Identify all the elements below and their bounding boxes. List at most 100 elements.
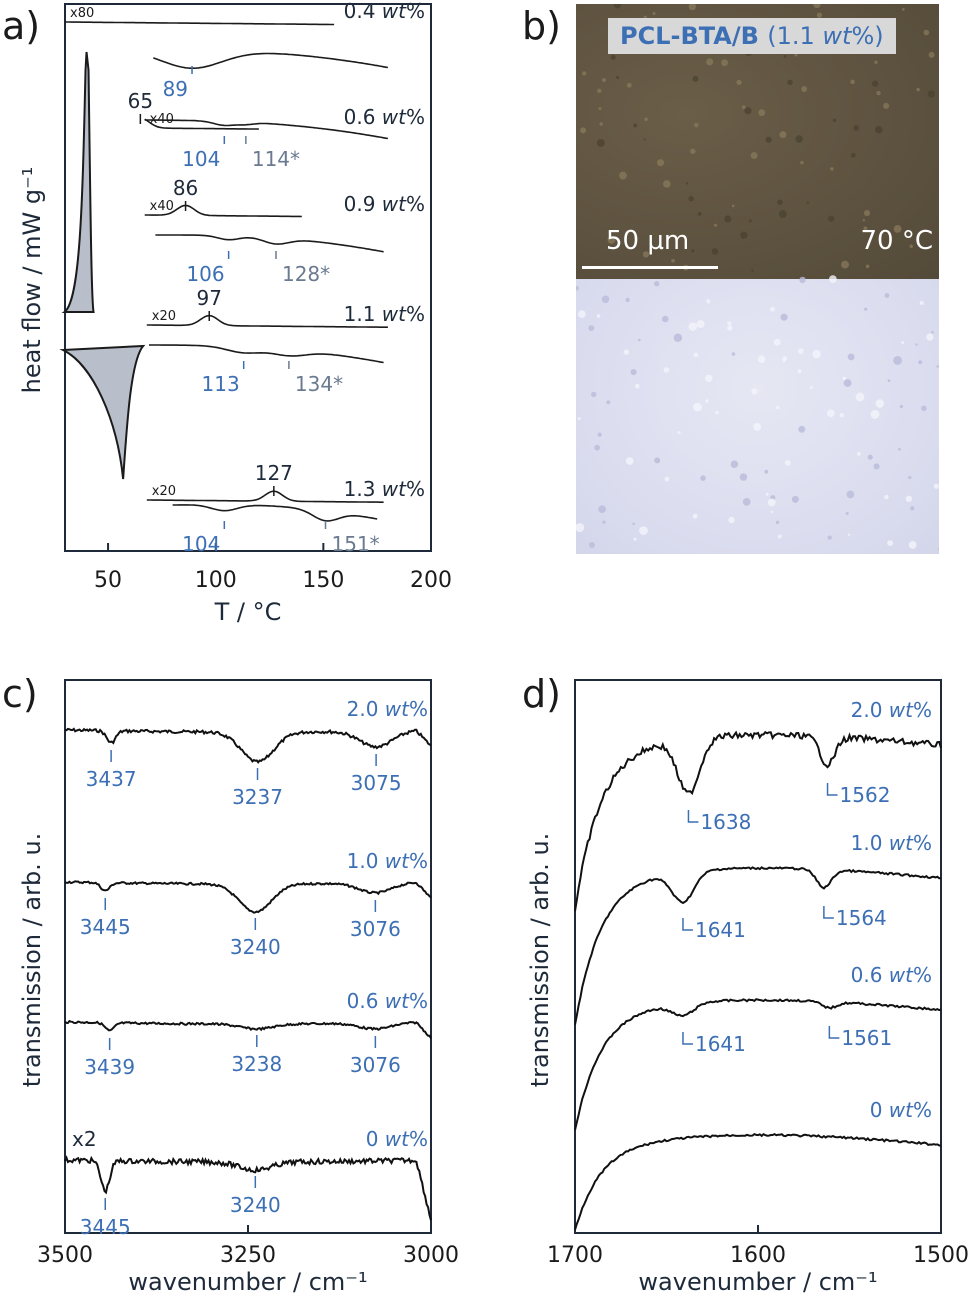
particle bbox=[602, 520, 606, 524]
particle bbox=[753, 422, 762, 431]
pcl-crystallization-peak bbox=[61, 51, 95, 313]
particle bbox=[727, 321, 732, 326]
peak-label: 1562 bbox=[840, 783, 891, 807]
particle bbox=[899, 404, 904, 409]
ir-curve bbox=[64, 1019, 432, 1039]
particle bbox=[691, 249, 695, 253]
particle bbox=[765, 492, 769, 496]
particle bbox=[688, 322, 698, 331]
particle bbox=[634, 383, 640, 389]
pcl-peaks-a bbox=[59, 51, 146, 480]
peak-marker bbox=[823, 906, 834, 919]
particle bbox=[908, 475, 912, 480]
peak-label: 1564 bbox=[836, 906, 887, 930]
x-tick-label-d: 1500 bbox=[913, 1243, 969, 1268]
particle bbox=[582, 71, 587, 76]
particle bbox=[847, 353, 855, 361]
particle bbox=[765, 136, 772, 143]
peak-marker bbox=[828, 1026, 840, 1039]
heating-peak-label: 89 bbox=[163, 77, 188, 101]
particle bbox=[613, 4, 621, 9]
panel-label-d: d) bbox=[522, 672, 561, 716]
x-axis-ticks-a: 50 100 150 200 bbox=[94, 543, 452, 593]
particle bbox=[871, 80, 879, 87]
particle bbox=[862, 219, 866, 222]
particle bbox=[832, 118, 837, 122]
particle bbox=[916, 87, 920, 92]
particle bbox=[867, 454, 873, 460]
heating-curve bbox=[144, 119, 389, 140]
particle bbox=[656, 159, 665, 167]
scale-bar bbox=[582, 266, 718, 269]
multiplier-label: x20 bbox=[152, 309, 176, 324]
particle bbox=[748, 219, 752, 223]
cooling-curve bbox=[65, 21, 335, 26]
particle bbox=[727, 325, 733, 331]
particle bbox=[794, 53, 798, 57]
particle bbox=[863, 226, 868, 231]
concentration-label: 2.0 wt% bbox=[851, 698, 932, 722]
micrograph-title: PCL-BTA/B (1.1 wt%) bbox=[608, 18, 896, 54]
x-tick-label-c: 3250 bbox=[220, 1243, 276, 1268]
particle bbox=[775, 520, 780, 525]
particle bbox=[875, 126, 883, 134]
particle bbox=[893, 224, 902, 233]
particle bbox=[690, 148, 696, 154]
particle bbox=[740, 231, 748, 239]
particle bbox=[742, 498, 751, 506]
particle bbox=[638, 338, 641, 342]
particle bbox=[596, 314, 601, 318]
concentration-label: 1.1 wt% bbox=[344, 302, 425, 326]
particle bbox=[937, 547, 939, 550]
particle bbox=[721, 59, 728, 67]
concentration-label: 0 wt% bbox=[366, 1127, 428, 1151]
particle bbox=[688, 195, 694, 202]
panel-label-c: c) bbox=[2, 672, 38, 716]
heating-curve bbox=[153, 52, 389, 69]
particle bbox=[694, 122, 699, 128]
x-tick-label-a: 50 bbox=[94, 568, 122, 593]
heating-peak-label: 104 bbox=[182, 532, 220, 556]
peak-label: 3445 bbox=[80, 1215, 131, 1239]
particle bbox=[855, 392, 865, 402]
particle bbox=[778, 210, 787, 219]
heating-curve bbox=[172, 504, 378, 522]
particle bbox=[800, 160, 804, 165]
x-axis-label-c: wavenumber / cm⁻¹ bbox=[128, 1268, 367, 1296]
series-curves-d bbox=[574, 730, 942, 1231]
particle bbox=[644, 117, 648, 122]
particle bbox=[876, 90, 881, 96]
particle bbox=[652, 12, 656, 16]
particle bbox=[901, 7, 905, 11]
particle bbox=[697, 212, 702, 216]
particle bbox=[893, 355, 903, 365]
particle bbox=[928, 51, 935, 58]
concentration-label: 1.0 wt% bbox=[347, 849, 428, 873]
particle bbox=[884, 293, 890, 298]
cooling-peak-label: 127 bbox=[255, 461, 293, 485]
concentration-label: 1.0 wt% bbox=[851, 831, 932, 855]
y-axis-label-a: heat flow / mW g⁻¹ bbox=[18, 167, 46, 394]
x-axis-label-d: wavenumber / cm⁻¹ bbox=[638, 1268, 877, 1296]
heating-curve bbox=[149, 344, 384, 364]
multiplier-label: x2 bbox=[72, 1127, 97, 1151]
particle bbox=[744, 107, 752, 115]
particle bbox=[602, 78, 607, 83]
particle bbox=[918, 360, 923, 365]
heating-peak-label: 151* bbox=[332, 532, 380, 556]
particle bbox=[693, 402, 702, 412]
series-labels-d: 2.0 wt% 1638 1562 1.0 wt% 1641 1564 0.6 wt% 164… bbox=[682, 698, 932, 1122]
particle bbox=[596, 138, 605, 147]
y-axis-label-d: transmission / arb. u. bbox=[526, 833, 554, 1088]
particle bbox=[663, 367, 670, 373]
cooling-curve bbox=[144, 204, 302, 218]
peak-label: 3439 bbox=[84, 1055, 135, 1079]
heating-peak-label: 104 bbox=[182, 147, 220, 171]
particle bbox=[874, 60, 878, 65]
particle bbox=[677, 430, 681, 435]
cooling-peak-label: 65 bbox=[128, 89, 153, 113]
particle bbox=[795, 135, 803, 143]
temperature-label: 70 °C bbox=[860, 226, 933, 256]
particle bbox=[828, 275, 837, 284]
plot-frame-a bbox=[64, 3, 432, 552]
